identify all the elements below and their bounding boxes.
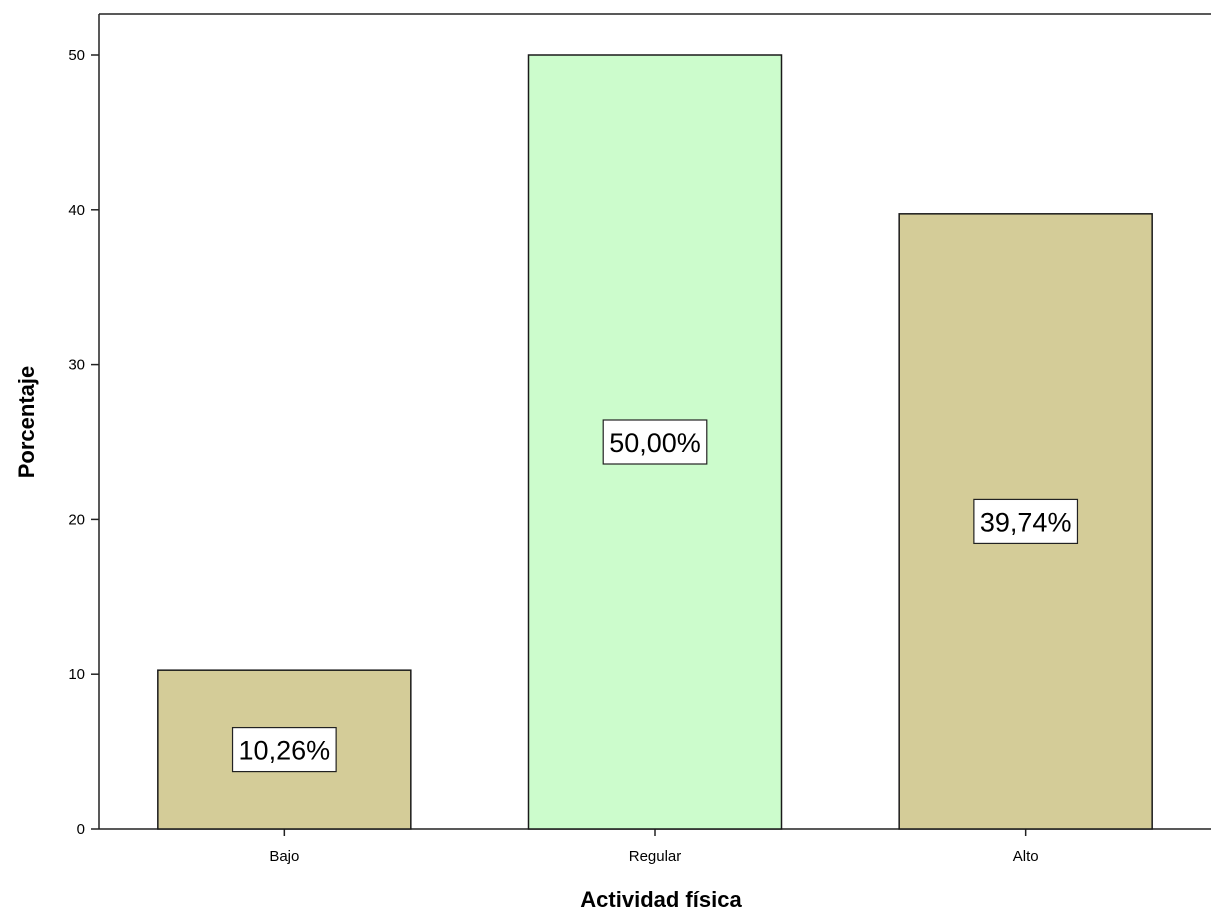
y-axis-title: Porcentaje xyxy=(14,366,39,479)
data-label-text: 50,00% xyxy=(609,428,701,458)
y-tick-label: 30 xyxy=(68,357,85,374)
x-axis-title: Actividad física xyxy=(580,887,742,912)
y-tick-label: 50 xyxy=(68,47,85,64)
y-tick-label: 40 xyxy=(68,202,85,219)
y-tick-label: 0 xyxy=(77,821,85,838)
x-tick-label: Regular xyxy=(629,848,682,865)
data-label: 10,26% xyxy=(231,726,337,773)
y-tick-label: 10 xyxy=(68,666,85,683)
x-tick-label: Bajo xyxy=(269,848,299,865)
data-label-box xyxy=(973,498,1079,545)
x-tick-label: Alto xyxy=(1013,848,1039,865)
data-label: 50,00% xyxy=(602,419,708,465)
data-label-text: 10,26% xyxy=(239,736,331,766)
data-label: 39,74% xyxy=(973,498,1079,545)
data-label-box xyxy=(602,419,708,465)
data-label-box xyxy=(231,726,337,773)
y-tick-label: 20 xyxy=(68,511,85,528)
data-label-text: 39,74% xyxy=(980,507,1072,537)
chart-bars xyxy=(157,54,1153,830)
chart-data-labels: 10,26% 50,00% 39,74% xyxy=(231,419,1079,773)
